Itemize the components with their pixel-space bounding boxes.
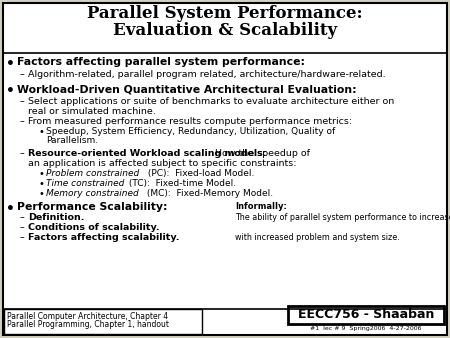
Text: Select applications or suite of benchmarks to evaluate architecture either on: Select applications or suite of benchmar… [28, 97, 394, 106]
Text: –: – [20, 117, 25, 126]
Text: •: • [38, 169, 44, 179]
Text: Parallel Programming, Chapter 1, handout: Parallel Programming, Chapter 1, handout [7, 320, 169, 329]
Text: •: • [38, 189, 44, 199]
Text: Speedup, System Efficiency, Redundancy, Utilization, Quality of: Speedup, System Efficiency, Redundancy, … [46, 127, 335, 136]
Text: Parallelism.: Parallelism. [46, 136, 98, 145]
Text: Parallel System Performance:: Parallel System Performance: [87, 5, 363, 22]
Text: •: • [38, 127, 44, 137]
Text: Workload-Driven Quantitative Architectural Evaluation:: Workload-Driven Quantitative Architectur… [17, 84, 356, 94]
Text: •: • [6, 202, 15, 216]
Text: (TC):  Fixed-time Model.: (TC): Fixed-time Model. [126, 179, 236, 188]
Text: Factors affecting parallel system performance:: Factors affecting parallel system perfor… [17, 57, 305, 67]
Text: Conditions of scalability.: Conditions of scalability. [28, 223, 160, 232]
Text: Parallel Computer Architecture, Chapter 4: Parallel Computer Architecture, Chapter … [7, 312, 168, 321]
Text: •: • [38, 179, 44, 189]
Text: –: – [20, 149, 25, 158]
Text: with increased problem and system size.: with increased problem and system size. [235, 233, 400, 242]
Text: Informally:: Informally: [235, 202, 287, 211]
Text: Performance Scalability:: Performance Scalability: [17, 202, 167, 212]
Text: Algorithm-related, parallel program related, architecture/hardware-related.: Algorithm-related, parallel program rela… [28, 70, 386, 79]
Text: Definition.: Definition. [28, 213, 85, 222]
Text: –: – [20, 97, 25, 106]
Text: –: – [20, 70, 25, 79]
Text: The ability of parallel system performance to increase: The ability of parallel system performan… [235, 213, 450, 222]
Text: •: • [6, 57, 15, 71]
Text: From measured performance results compute performance metrics:: From measured performance results comput… [28, 117, 352, 126]
Text: •: • [6, 84, 15, 98]
Text: Factors affecting scalability.: Factors affecting scalability. [28, 233, 180, 242]
Text: –: – [20, 213, 25, 222]
Text: How the speedup of: How the speedup of [212, 149, 310, 158]
Bar [4, 309, 202, 334]
Text: –: – [20, 223, 25, 232]
Text: –: – [20, 233, 25, 242]
Text: (PC):  Fixed-load Model.: (PC): Fixed-load Model. [145, 169, 254, 178]
Text: #1  lec # 9  Spring2006  4-27-2006: #1 lec # 9 Spring2006 4-27-2006 [310, 326, 422, 331]
Text: Memory constrained: Memory constrained [46, 189, 139, 198]
Text: EECC756 - Shaaban: EECC756 - Shaaban [298, 308, 434, 321]
Bar [288, 306, 444, 324]
Text: (MC):  Fixed-Memory Model.: (MC): Fixed-Memory Model. [144, 189, 273, 198]
Text: Evaluation & Scalability: Evaluation & Scalability [113, 22, 337, 39]
Text: real or simulated machine.: real or simulated machine. [28, 107, 156, 116]
Text: an application is affected subject to specific constraints:: an application is affected subject to sp… [28, 159, 297, 168]
Text: Problem constrained: Problem constrained [46, 169, 139, 178]
Text: Time constrained: Time constrained [46, 179, 124, 188]
Text: Resource-oriented Workload scaling models:: Resource-oriented Workload scaling model… [28, 149, 266, 158]
